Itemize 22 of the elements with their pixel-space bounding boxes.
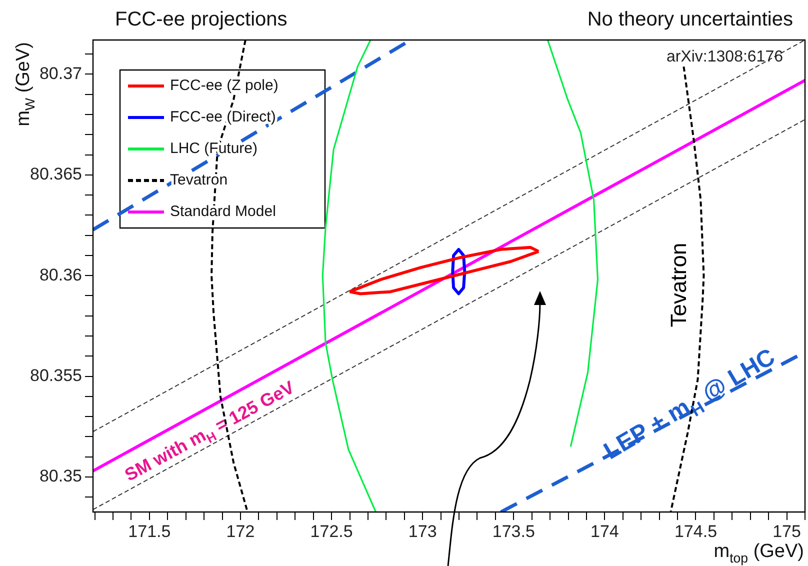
y-tick-label: 80.37	[39, 64, 82, 83]
y-tick-label: 80.36	[39, 265, 82, 284]
x-tick-label: 173.5	[492, 522, 535, 541]
x-tick-label: 172	[226, 522, 255, 541]
y-tick-label: 80.35	[39, 466, 82, 486]
x-tick-label: 174.5	[674, 522, 718, 541]
x-tick-label: 171.5	[128, 522, 171, 541]
legend-label: FCC-ee (Z pole)	[170, 77, 278, 94]
chart-title: FCC-ee projections	[115, 8, 288, 31]
x-tick-label: 173	[408, 522, 437, 541]
y-tick-label: 80.355	[30, 366, 82, 385]
annotation: Tevatron	[666, 242, 692, 328]
legend-label: Standard Model	[170, 203, 276, 220]
annotation: arXiv:1308:6176	[666, 48, 784, 66]
x-tick-label: 172.5	[310, 522, 353, 541]
x-tick-label: 174	[590, 522, 619, 541]
chart-subtitle: No theory uncertainties	[587, 8, 794, 31]
annotation: SM with mH = 125 GeV	[121, 377, 298, 486]
x-tick-label: 175	[772, 522, 801, 541]
y-axis-title: mW (GeV)	[13, 42, 38, 126]
y-tick-label: 80.365	[30, 164, 82, 184]
legend-label: FCC-ee (Direct)	[170, 108, 276, 126]
